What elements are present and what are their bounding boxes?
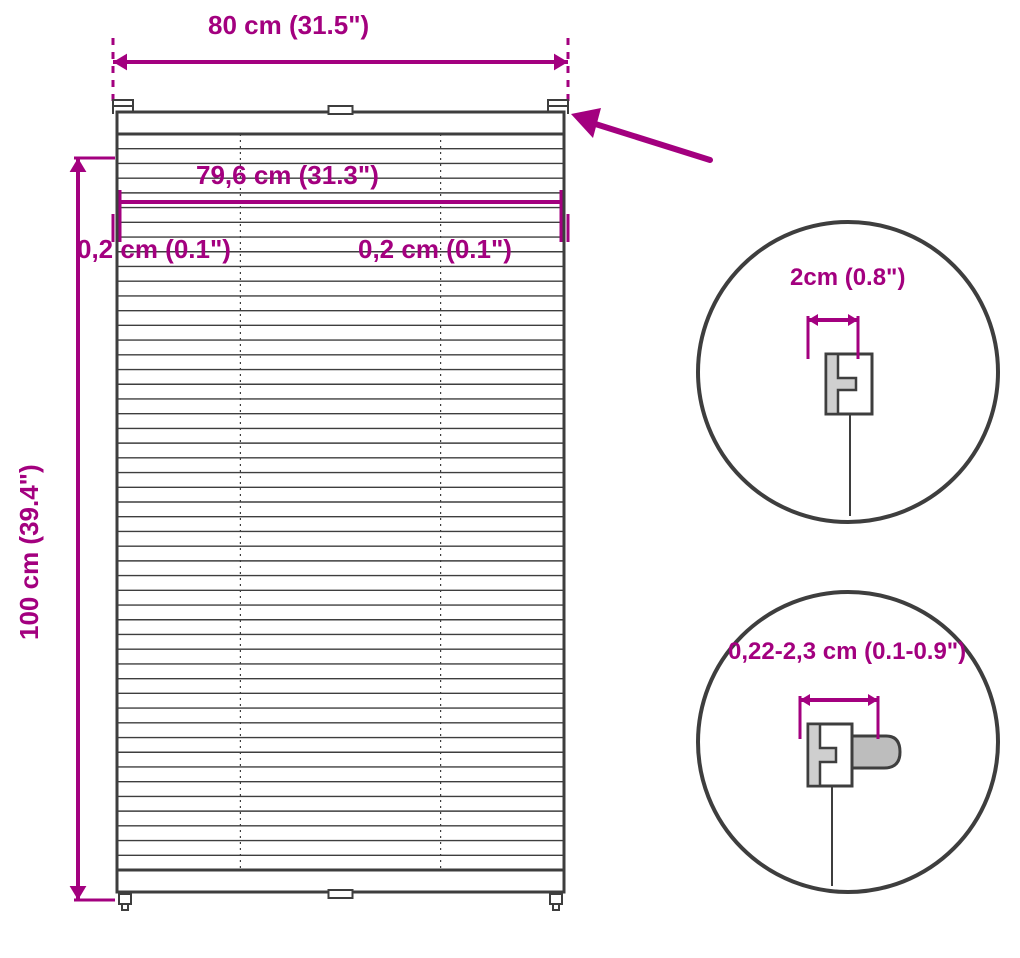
detail-bottom	[698, 592, 998, 892]
label-right-gap: 0,2 cm (0.1")	[358, 234, 512, 265]
label-height: 100 cm (39.4")	[14, 464, 45, 640]
label-top-width: 80 cm (31.5")	[208, 10, 369, 41]
label-detail-top: 2cm (0.8")	[790, 264, 905, 292]
label-left-gap: 0,2 cm (0.1")	[77, 234, 231, 265]
label-inner-width: 79,6 cm (31.3")	[196, 160, 379, 191]
diagram-svg	[0, 0, 1020, 958]
label-detail-bottom: 0,22-2,3 cm (0.1-0.9")	[728, 638, 966, 666]
diagram-stage: 80 cm (31.5") 100 cm (39.4") 79,6 cm (31…	[0, 0, 1020, 958]
